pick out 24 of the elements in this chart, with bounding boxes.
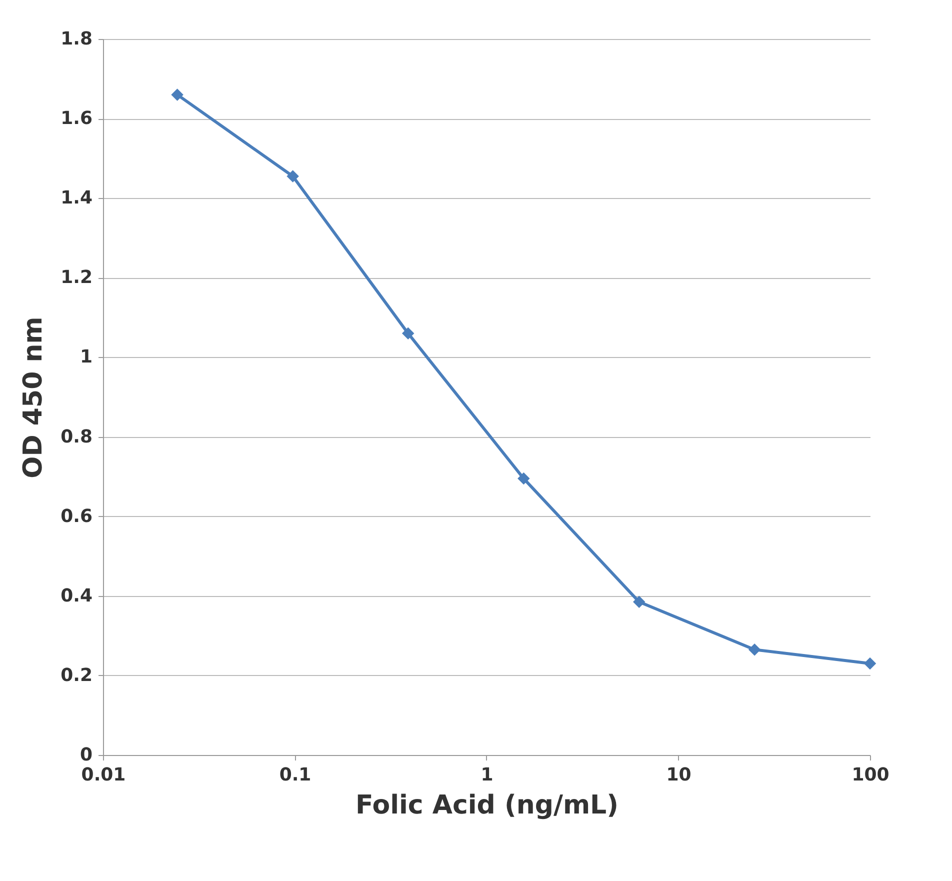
x-tick-label: 10 (666, 764, 692, 786)
x-tick-label: 1 (480, 764, 494, 786)
y-tick-label: 0.6 (60, 506, 92, 527)
point (518, 472, 530, 485)
y-tick-label: 1.2 (60, 267, 92, 288)
y-tick-label: 1 (80, 346, 92, 368)
y-tick-label: 0.4 (60, 585, 92, 606)
y-tick-label: 1.4 (60, 188, 92, 209)
point (402, 327, 414, 340)
point (286, 170, 299, 182)
y-tick-label: 1.6 (60, 108, 92, 130)
point (864, 657, 876, 670)
y-tick-label: 0.2 (60, 664, 92, 686)
point (748, 643, 761, 656)
y-axis-title: OD 450 nm (18, 316, 49, 478)
x-tick-label: 0.01 (81, 764, 126, 786)
x-axis-title: Folic Acid (ng/mL) (355, 790, 619, 820)
point (171, 88, 184, 101)
x-tick-label: 100 (852, 764, 890, 786)
y-tick-label: 0 (80, 744, 92, 766)
point (632, 596, 646, 608)
x-tick-label: 0.1 (279, 764, 312, 786)
y-tick-label: 0.8 (60, 426, 92, 448)
y-tick-label: 1.8 (60, 28, 92, 50)
